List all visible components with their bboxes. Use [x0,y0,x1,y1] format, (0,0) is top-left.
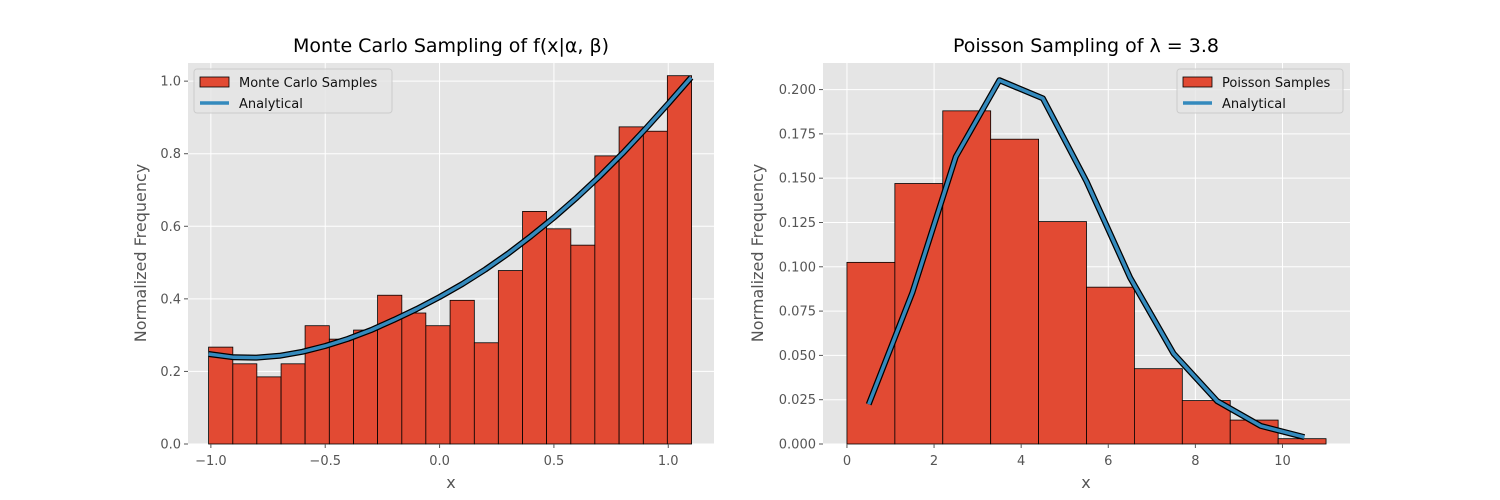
x-tick-labels: −1.0 −0.5 0.0 0.5 1.0 [195,444,679,469]
legend-label: Analytical [239,97,303,112]
histogram-bars [846,110,1327,445]
x-tick-label: 0.0 [429,454,450,469]
histogram-bar [1134,368,1183,445]
y-tick-label: 0.075 [779,305,816,320]
x-axis-label: x [446,473,455,492]
histogram-bar [449,299,475,445]
y-tick-label: 0.050 [779,349,816,364]
histogram-bar [1086,286,1135,445]
monte-carlo-chart: Monte Carlo Sampling of f(x|α, β) −1.0 −0… [131,35,714,492]
histogram-bar [570,244,596,445]
y-tick-label: 0.6 [160,220,181,235]
histogram-bar [473,342,499,445]
x-axis-label: x [1081,473,1090,492]
analytical-curve [208,75,694,361]
y-tick-label: 0.000 [779,438,816,453]
histogram-bar [1038,221,1087,445]
analytical-line [867,78,1305,439]
histogram-bar [546,228,572,445]
histogram-bar [497,270,523,445]
x-tick-label: 10 [1274,454,1291,469]
legend-box [1176,68,1344,114]
x-tick-label: −1.0 [195,454,227,469]
legend-label: Analytical [1222,97,1286,112]
x-tick-label: −0.5 [309,454,341,469]
legend-label: Poisson Samples [1222,76,1331,91]
y-tick-label: 0.200 [779,83,816,98]
histogram-bar [328,338,354,445]
histogram-bar [594,155,620,445]
y-axis-label: Normalized Frequency [131,164,150,342]
histogram-bar [280,363,306,445]
histogram-bar [401,312,427,445]
histogram-bar [942,110,992,445]
x-tick-label: 1.0 [658,454,679,469]
legend: Monte Carlo Samples Analytical [193,68,393,114]
analytical-curve [865,77,1306,441]
legend-label: Monte Carlo Samples [239,76,377,91]
poisson-chart: Poisson Sampling of λ = 3.8 0 2 4 6 8 10 0.00… [748,35,1350,492]
y-tick-label: 0.125 [779,216,816,231]
y-tick-label: 0.150 [779,172,816,187]
histogram-bar [522,211,547,445]
legend-swatch-bar [199,76,230,88]
histogram-bars [208,75,692,445]
x-tick-label: 0 [843,454,851,469]
x-tick-label: 6 [1104,454,1112,469]
histogram-bar [990,138,1039,445]
histogram-bar [353,329,378,445]
y-tick-labels: 0.0 0.2 0.4 0.6 0.8 1.0 [160,75,188,453]
histogram-bar [208,346,234,445]
y-tick-label: 0.2 [160,365,181,380]
x-tick-label: 0.5 [544,454,565,469]
x-tick-label: 8 [1191,454,1199,469]
y-tick-label: 0.4 [160,292,181,307]
histogram-bar [642,130,668,445]
y-tick-label: 0.100 [779,260,816,275]
chart-title: Poisson Sampling of λ = 3.8 [953,35,1219,57]
legend-box [193,68,393,114]
legend: Poisson Samples Analytical [1176,68,1344,114]
x-tick-labels: 0 2 4 6 8 10 [843,444,1291,469]
histogram-bar [425,325,451,445]
histogram-bar [232,363,258,445]
y-axis-label: Normalized Frequency [748,164,767,342]
y-tick-label: 0.0 [160,438,181,453]
chart-title: Monte Carlo Sampling of f(x|α, β) [293,35,609,57]
y-tick-labels: 0.000 0.025 0.050 0.075 0.100 0.125 0.150 0.175… [779,83,823,453]
analytical-line [208,76,693,360]
y-tick-label: 1.0 [160,75,181,90]
y-tick-label: 0.175 [779,127,816,142]
x-tick-label: 4 [1017,454,1025,469]
x-tick-label: 2 [930,454,938,469]
histogram-bar [666,75,692,445]
histogram-bar [618,126,644,445]
legend-swatch-bar [1182,76,1213,88]
y-tick-label: 0.8 [160,147,181,162]
y-tick-label: 0.025 [779,393,816,408]
histogram-bar [256,376,282,445]
